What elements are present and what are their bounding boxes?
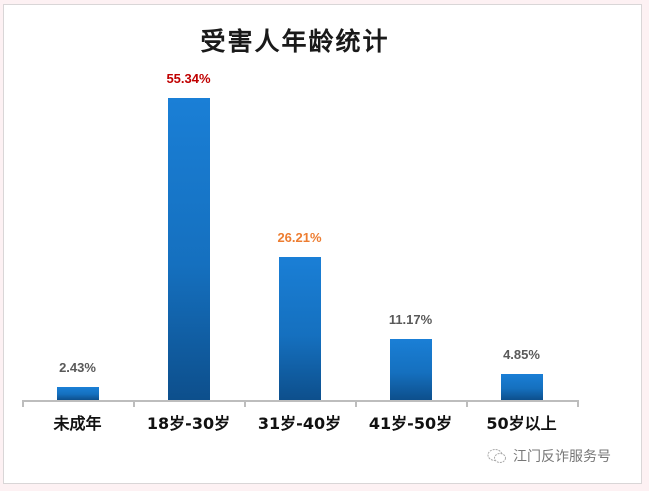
wechat-icon	[487, 449, 506, 463]
value-label: 4.85%	[503, 347, 540, 362]
chart-panel	[3, 4, 642, 484]
axis-tick	[577, 400, 579, 407]
bar-3	[389, 339, 432, 400]
axis-tick	[466, 400, 468, 407]
bar-4	[500, 374, 543, 400]
category-label: 31岁-40岁	[257, 414, 342, 433]
chart-title: 受害人年龄统计	[200, 27, 390, 56]
axis-tick	[22, 400, 24, 407]
bar-0	[56, 387, 99, 400]
axis-tick	[244, 400, 246, 407]
bar-2	[278, 257, 321, 400]
value-label: 55.34%	[166, 71, 211, 86]
x-axis	[22, 400, 577, 402]
category-label: 41岁-50岁	[368, 414, 453, 433]
bar-1	[167, 98, 210, 400]
category-label: 18岁-30岁	[146, 414, 231, 433]
value-label: 11.17%	[388, 312, 433, 327]
category-label: 未成年	[53, 414, 102, 433]
value-label: 2.43%	[59, 360, 96, 375]
watermark: 江门反诈服务号	[487, 446, 611, 466]
axis-tick	[133, 400, 135, 407]
category-label: 50岁以上	[486, 414, 557, 433]
value-label: 26.21%	[277, 230, 322, 245]
axis-tick	[355, 400, 357, 407]
watermark-text: 江门反诈服务号	[513, 449, 611, 465]
